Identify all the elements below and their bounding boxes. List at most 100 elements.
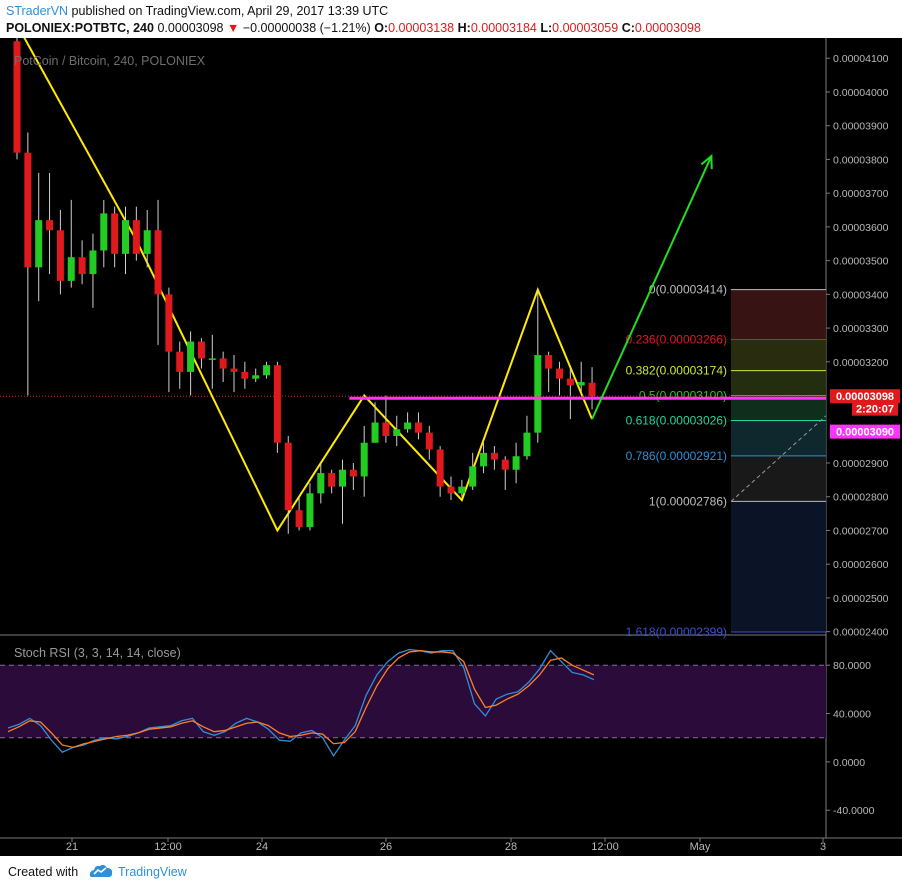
projection-arrow-head [700,153,713,170]
tradingview-logo-icon [89,864,113,877]
candle-down [349,469,357,477]
candle-down [447,486,455,494]
chart-header: STraderVN published on TradingView.com, … [0,0,902,38]
candle-down [328,473,336,487]
fib-trend-line [730,415,827,502]
y-tick-label: 0.00002400 [833,627,889,639]
price-label-box [830,424,900,439]
fib-zone [731,455,826,502]
fib-level-label: 1(0.00002786) [649,494,727,508]
candle-down [382,422,390,436]
price-change: −0.00000038 (−1.21%) [242,21,371,35]
candle-down [132,220,140,254]
candle-down [165,294,173,352]
y-tick-label: 0.00004100 [833,53,889,65]
rsi-band [0,665,826,738]
y-tick-label: 0.00003400 [833,289,889,301]
candle-up [480,452,488,467]
created-with-label: Created with [8,865,79,879]
x-tick-label: May [690,841,711,853]
candle-up [208,358,216,360]
candle-down [295,510,303,528]
candle-down [414,422,422,433]
fib-level-label: 0.382(0.00003174) [626,364,727,378]
fib-zone [731,501,826,632]
candle-up [35,220,43,268]
candle-up [89,250,97,275]
price-label: 0.00003090 [836,427,894,439]
fib-level-label: 0.618(0.00003026) [626,413,727,427]
stoch-rsi-pane [0,648,826,758]
fib-zone [731,289,826,340]
ohlc-line: POLONIEX:POTBTC, 240 0.00003098 ▼ −0.000… [6,21,701,35]
chart-area[interactable]: 0(0.00003414) 0.236(0.00003266) 0.382(0.00… [0,38,902,856]
x-tick-label: 3 [820,841,826,853]
candle-up [534,355,542,433]
candle-down [78,257,86,275]
fibonacci-retracement[interactable]: 0(0.00003414) 0.236(0.00003266) 0.382(0.00… [626,283,827,639]
fib-level-label: 0.786(0.00002921) [626,449,727,463]
x-tick-label: 28 [505,841,517,853]
candle-up [67,257,75,281]
candle-down [197,341,205,359]
y-tick-label: 0.00002700 [833,525,889,537]
candle-up [393,429,401,436]
y-tick-label: 0.00002600 [833,559,889,571]
candle-up [360,442,368,477]
candle-up [306,493,314,528]
candle-down [490,452,498,460]
candle-up [523,432,531,457]
x-tick-label: 26 [380,841,392,853]
rsi-tick-label: -40.0000 [833,805,875,817]
y-tick-label: 0.00003500 [833,256,889,268]
candle-down [176,351,184,372]
candlesticks [13,38,596,534]
fib-level-label: 0(0.00003414) [649,283,727,297]
fib-zone [731,339,826,371]
open-value: 0.00003138 [388,21,455,35]
low-value: 0.00003059 [552,21,619,35]
y-tick-label: 0.00003900 [833,121,889,133]
candle-up [187,341,195,372]
candle-down [284,442,292,511]
candle-down [241,371,249,379]
candle-up [404,422,412,430]
last-price: 0.00003098 [157,21,224,35]
price-label-box [830,389,900,404]
candle-down [154,230,162,295]
stoch-rsi-d-line [7,650,595,749]
candle-up [371,422,379,443]
rsi-tick-label: 0.0000 [833,757,865,769]
fib-zone [731,420,826,456]
candle-up [512,456,520,470]
author-link[interactable]: STraderVN [6,4,69,18]
candle-up [143,230,151,254]
low-label: L: [540,21,553,35]
candle-down [556,368,563,379]
candle-up [317,473,325,494]
y-tick-label: 0.00003800 [833,154,889,166]
y-tick-label: 0.00003300 [833,323,889,335]
candle-down [545,355,553,369]
candle-down [273,365,281,443]
fib-level-label: 1.618(0.00002399) [626,625,727,639]
close-value: 0.00003098 [634,21,701,35]
candle-down [501,459,509,470]
candle-down [425,432,433,450]
x-tick-label: 21 [66,841,78,853]
publish-line: STraderVN published on TradingView.com, … [6,4,388,18]
high-label: H: [457,21,471,35]
candle-up [339,469,346,487]
y-tick-label: 0.00002500 [833,593,889,605]
close-label: C: [621,21,635,35]
fib-level-label: 0.5(0.00003100) [639,389,727,403]
main-chart-title: PotCoin / Bitcoin, 240, POLONIEX [14,54,206,68]
price-label-box [852,401,898,416]
candle-down [230,368,238,372]
candle-down [111,213,119,254]
y-tick-label: 0.00002900 [833,458,889,470]
y-tick-label: 0.00003700 [833,188,889,200]
rsi-tick-label: 40.0000 [833,709,871,721]
tradingview-link[interactable]: TradingView [118,865,187,879]
candle-up [458,486,466,494]
